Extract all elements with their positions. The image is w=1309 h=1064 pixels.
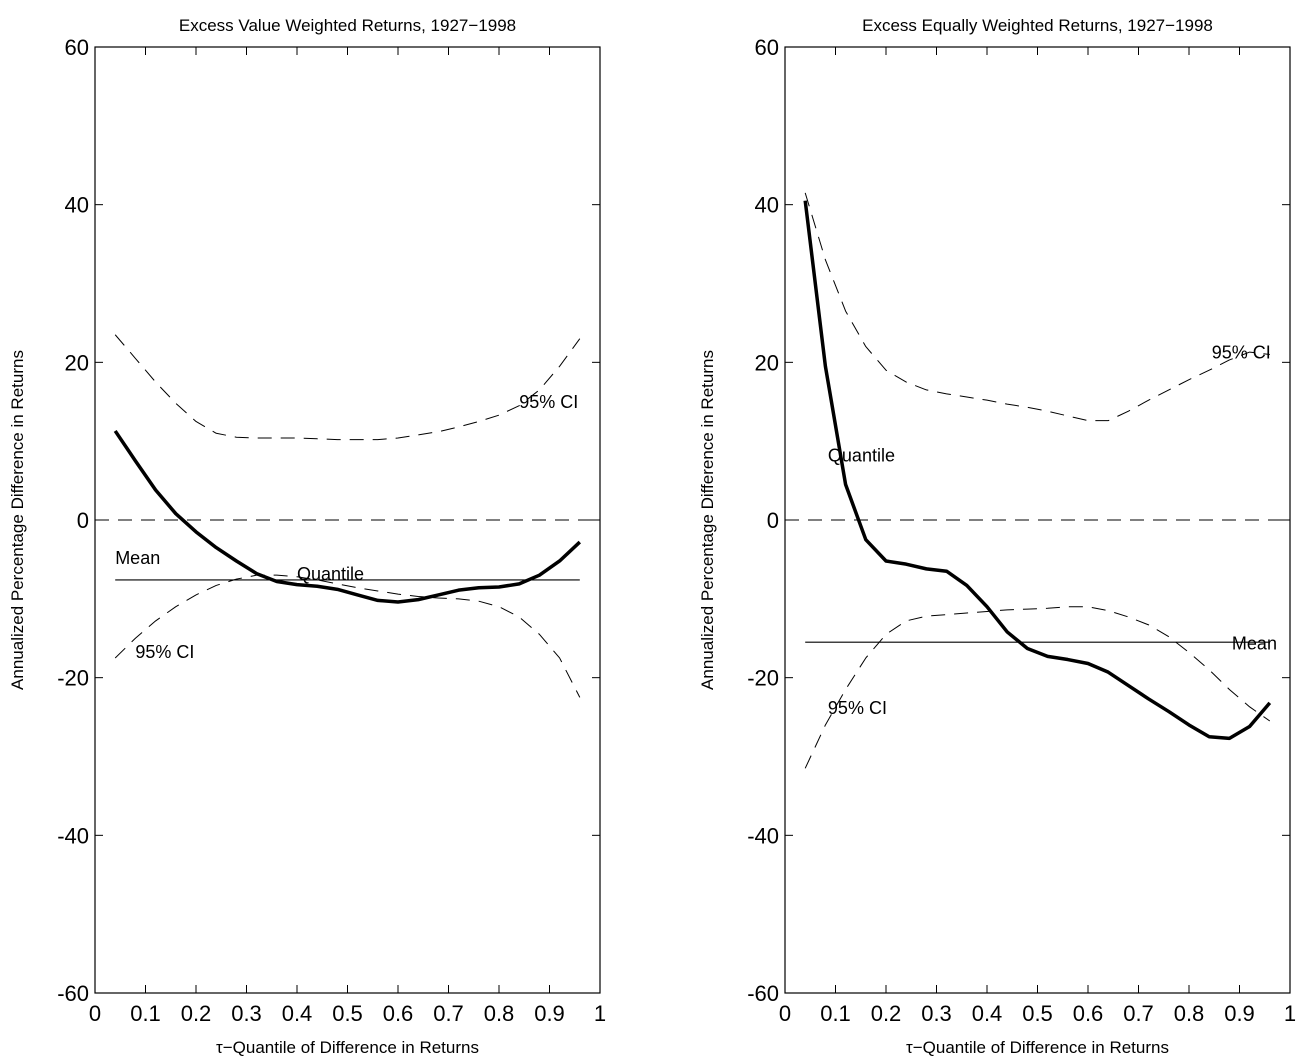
chart-title: Excess Value Weighted Returns, 1927−1998 bbox=[179, 16, 516, 35]
x-tick-label: 0.5 bbox=[1022, 1001, 1053, 1026]
ci-line bbox=[114, 334, 581, 441]
y-tick-label: 60 bbox=[65, 35, 89, 60]
x-tick-label: 0.1 bbox=[130, 1001, 161, 1026]
x-tick-label: 0.2 bbox=[181, 1001, 212, 1026]
series-label: 95% CI bbox=[1212, 342, 1271, 362]
y-tick-label: -20 bbox=[747, 666, 779, 691]
ci-line bbox=[804, 606, 1271, 769]
x-tick-label: 0.3 bbox=[921, 1001, 952, 1026]
y-axis-label: Annualized Percentage Difference in Retu… bbox=[698, 350, 717, 690]
series-label: 95% CI bbox=[519, 392, 578, 412]
quantile-line bbox=[113, 429, 581, 604]
x-tick-label: 0.8 bbox=[1174, 1001, 1205, 1026]
quantile-line bbox=[803, 200, 1272, 741]
x-tick-label: 0.9 bbox=[1224, 1001, 1255, 1026]
y-tick-label: -40 bbox=[747, 823, 779, 848]
y-tick-label: 0 bbox=[77, 508, 89, 533]
y-tick-label: 0 bbox=[767, 508, 779, 533]
x-tick-label: 0.4 bbox=[282, 1001, 313, 1026]
y-tick-label: 40 bbox=[65, 193, 89, 218]
series-label: 95% CI bbox=[828, 698, 887, 718]
x-axis-label: τ−Quantile of Difference in Returns bbox=[216, 1038, 479, 1057]
y-tick-label: -60 bbox=[747, 981, 779, 1006]
x-tick-label: 0.6 bbox=[1073, 1001, 1104, 1026]
x-tick-label: 0.5 bbox=[332, 1001, 363, 1026]
x-tick-label: 0.1 bbox=[820, 1001, 851, 1026]
x-tick-label: 0 bbox=[779, 1001, 791, 1026]
x-tick-label: 0.8 bbox=[484, 1001, 515, 1026]
y-tick-label: -40 bbox=[57, 823, 89, 848]
x-tick-label: 0.3 bbox=[231, 1001, 262, 1026]
x-tick-label: 0.9 bbox=[534, 1001, 565, 1026]
ci-line bbox=[114, 574, 581, 698]
y-tick-label: -60 bbox=[57, 981, 89, 1006]
x-tick-label: 0.2 bbox=[871, 1001, 902, 1026]
series-label: Quantile bbox=[828, 446, 895, 466]
y-tick-label: -20 bbox=[57, 666, 89, 691]
y-axis-label: Annualized Percentage Difference in Retu… bbox=[8, 350, 27, 690]
x-tick-label: 0.7 bbox=[433, 1001, 464, 1026]
x-tick-label: 0.4 bbox=[972, 1001, 1003, 1026]
y-tick-label: 20 bbox=[65, 350, 89, 375]
x-tick-label: 1 bbox=[1284, 1001, 1296, 1026]
x-axis-label: τ−Quantile of Difference in Returns bbox=[906, 1038, 1169, 1057]
mean-label: Mean bbox=[1232, 633, 1277, 653]
x-tick-label: 0.7 bbox=[1123, 1001, 1154, 1026]
x-tick-label: 0.6 bbox=[383, 1001, 414, 1026]
ci-line bbox=[804, 192, 1270, 422]
series-label: Quantile bbox=[297, 564, 364, 584]
mean-label: Mean bbox=[115, 548, 160, 568]
x-tick-label: 0 bbox=[89, 1001, 101, 1026]
series-label: 95% CI bbox=[135, 642, 194, 662]
y-tick-label: 60 bbox=[755, 35, 779, 60]
x-tick-label: 1 bbox=[594, 1001, 606, 1026]
y-tick-label: 20 bbox=[755, 350, 779, 375]
y-tick-label: 40 bbox=[755, 193, 779, 218]
chart-title: Excess Equally Weighted Returns, 1927−19… bbox=[862, 16, 1213, 35]
